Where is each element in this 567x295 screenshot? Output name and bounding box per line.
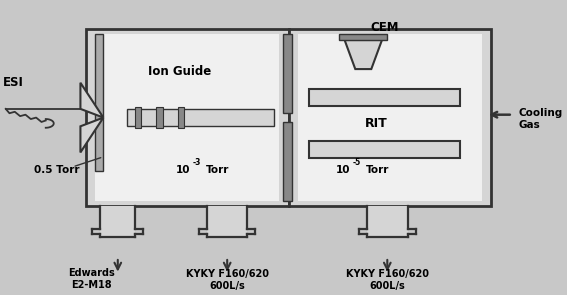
Bar — [86, 29, 289, 206]
Text: Cooling
Gas: Cooling Gas — [518, 108, 562, 130]
Text: KYKY F160/620
600L/s: KYKY F160/620 600L/s — [346, 269, 429, 291]
Polygon shape — [81, 118, 103, 153]
Bar — [128, 109, 274, 126]
Bar — [367, 206, 408, 237]
Bar — [298, 34, 482, 201]
Text: -5: -5 — [353, 158, 361, 167]
Bar — [100, 206, 136, 237]
Polygon shape — [345, 40, 382, 69]
Bar — [95, 34, 103, 171]
Bar — [135, 107, 141, 128]
Bar — [289, 29, 492, 206]
Bar — [309, 141, 460, 158]
Text: CEM: CEM — [370, 21, 399, 34]
Text: -3: -3 — [193, 158, 201, 167]
Text: Torr: Torr — [366, 165, 390, 175]
Bar — [284, 34, 292, 113]
Text: Edwards
E2-M18: Edwards E2-M18 — [67, 268, 115, 290]
Bar — [177, 107, 184, 128]
Text: RIT: RIT — [365, 117, 388, 130]
Bar — [156, 107, 163, 128]
Bar — [95, 34, 279, 201]
Text: 10: 10 — [175, 165, 190, 175]
Bar — [339, 34, 387, 40]
Text: Ion Guide: Ion Guide — [147, 65, 211, 78]
Text: 0.5 Torr: 0.5 Torr — [33, 165, 79, 175]
Bar — [284, 122, 292, 201]
Polygon shape — [81, 83, 103, 118]
Bar — [207, 206, 247, 237]
Text: ESI: ESI — [3, 76, 24, 89]
Text: KYKY F160/620
600L/s: KYKY F160/620 600L/s — [186, 269, 269, 291]
Bar — [309, 88, 460, 106]
Text: 10: 10 — [336, 165, 350, 175]
Text: Torr: Torr — [206, 165, 229, 175]
